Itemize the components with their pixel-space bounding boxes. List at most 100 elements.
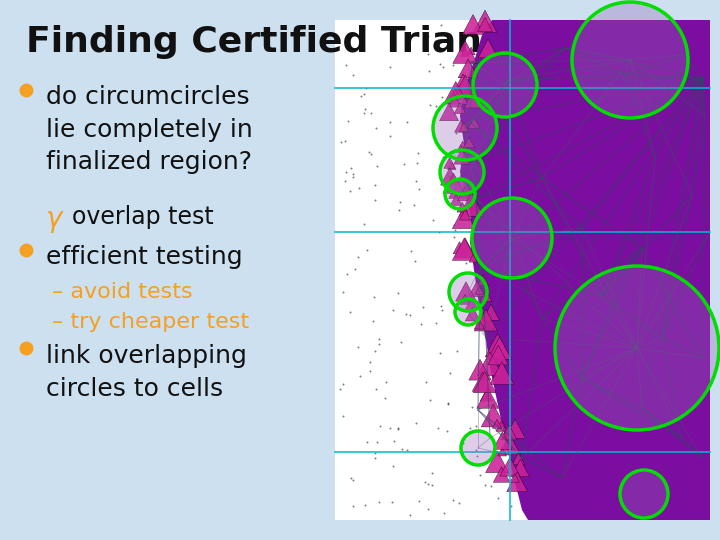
- Point: [435, 301, 446, 310]
- Point: [429, 37, 441, 45]
- Point: [374, 340, 385, 348]
- Point: [535, 307, 546, 315]
- Point: [635, 305, 647, 313]
- Point: [449, 305, 461, 313]
- Polygon shape: [469, 254, 477, 262]
- Point: [359, 501, 371, 509]
- Point: [369, 293, 380, 301]
- Point: [521, 314, 532, 323]
- Point: [545, 425, 557, 434]
- Point: [347, 476, 359, 484]
- Point: [511, 353, 523, 361]
- Point: [470, 233, 482, 242]
- Point: [517, 247, 528, 256]
- Point: [340, 60, 351, 69]
- Polygon shape: [461, 48, 469, 57]
- Point: [436, 92, 448, 101]
- Point: [621, 69, 633, 78]
- Point: [348, 265, 360, 273]
- Point: [539, 410, 551, 419]
- Point: [358, 90, 369, 98]
- Bar: [335, 20, 710, 520]
- Point: [483, 197, 495, 206]
- Point: [344, 187, 356, 195]
- Point: [410, 419, 422, 428]
- Point: [575, 187, 586, 195]
- Point: [608, 251, 619, 260]
- Point: [593, 185, 604, 193]
- Point: [436, 20, 447, 29]
- Point: [454, 498, 465, 507]
- Point: [622, 102, 634, 111]
- Point: [360, 84, 372, 92]
- Point: [354, 371, 366, 380]
- Point: [460, 127, 472, 136]
- Circle shape: [445, 179, 475, 209]
- Point: [505, 227, 517, 235]
- Point: [557, 157, 568, 166]
- Point: [595, 316, 606, 325]
- Polygon shape: [463, 137, 474, 148]
- Point: [508, 307, 519, 315]
- Point: [523, 342, 535, 351]
- Polygon shape: [457, 145, 465, 152]
- Point: [387, 33, 399, 42]
- Polygon shape: [465, 307, 480, 321]
- Point: [344, 308, 356, 316]
- Point: [347, 172, 359, 181]
- Point: [545, 55, 557, 64]
- Point: [595, 433, 607, 441]
- Point: [566, 113, 577, 122]
- Point: [359, 105, 371, 113]
- Polygon shape: [450, 194, 462, 206]
- Point: [451, 347, 462, 355]
- Polygon shape: [475, 286, 484, 294]
- Polygon shape: [477, 17, 492, 31]
- Point: [437, 63, 449, 72]
- Point: [400, 309, 412, 318]
- Point: [388, 436, 400, 445]
- Point: [457, 438, 469, 447]
- Point: [570, 279, 581, 287]
- Circle shape: [440, 150, 484, 194]
- Point: [587, 39, 598, 48]
- Polygon shape: [448, 87, 462, 100]
- Point: [558, 267, 570, 276]
- Polygon shape: [485, 451, 509, 472]
- Polygon shape: [480, 291, 492, 302]
- Point: [644, 136, 656, 145]
- Point: [392, 424, 404, 433]
- Point: [572, 347, 584, 356]
- Polygon shape: [487, 337, 511, 359]
- Point: [431, 102, 442, 110]
- Point: [624, 303, 636, 312]
- Polygon shape: [458, 59, 478, 78]
- Polygon shape: [462, 15, 484, 35]
- Point: [565, 379, 577, 387]
- Point: [606, 427, 618, 435]
- Point: [427, 468, 438, 477]
- Point: [382, 23, 394, 31]
- Point: [472, 203, 483, 212]
- Polygon shape: [469, 281, 485, 296]
- Polygon shape: [459, 209, 471, 220]
- Polygon shape: [505, 419, 526, 438]
- Point: [500, 57, 511, 65]
- Point: [532, 225, 544, 234]
- Point: [423, 67, 435, 76]
- Polygon shape: [477, 275, 488, 285]
- Point: [388, 462, 400, 470]
- Polygon shape: [443, 173, 464, 193]
- Point: [369, 454, 381, 463]
- Polygon shape: [492, 420, 502, 428]
- Point: [397, 444, 408, 453]
- Polygon shape: [453, 75, 477, 98]
- Point: [474, 470, 486, 479]
- Polygon shape: [467, 47, 475, 55]
- Point: [387, 498, 398, 507]
- Point: [374, 497, 385, 506]
- Point: [444, 369, 456, 377]
- Point: [424, 396, 436, 404]
- Point: [477, 33, 489, 42]
- Point: [387, 306, 398, 315]
